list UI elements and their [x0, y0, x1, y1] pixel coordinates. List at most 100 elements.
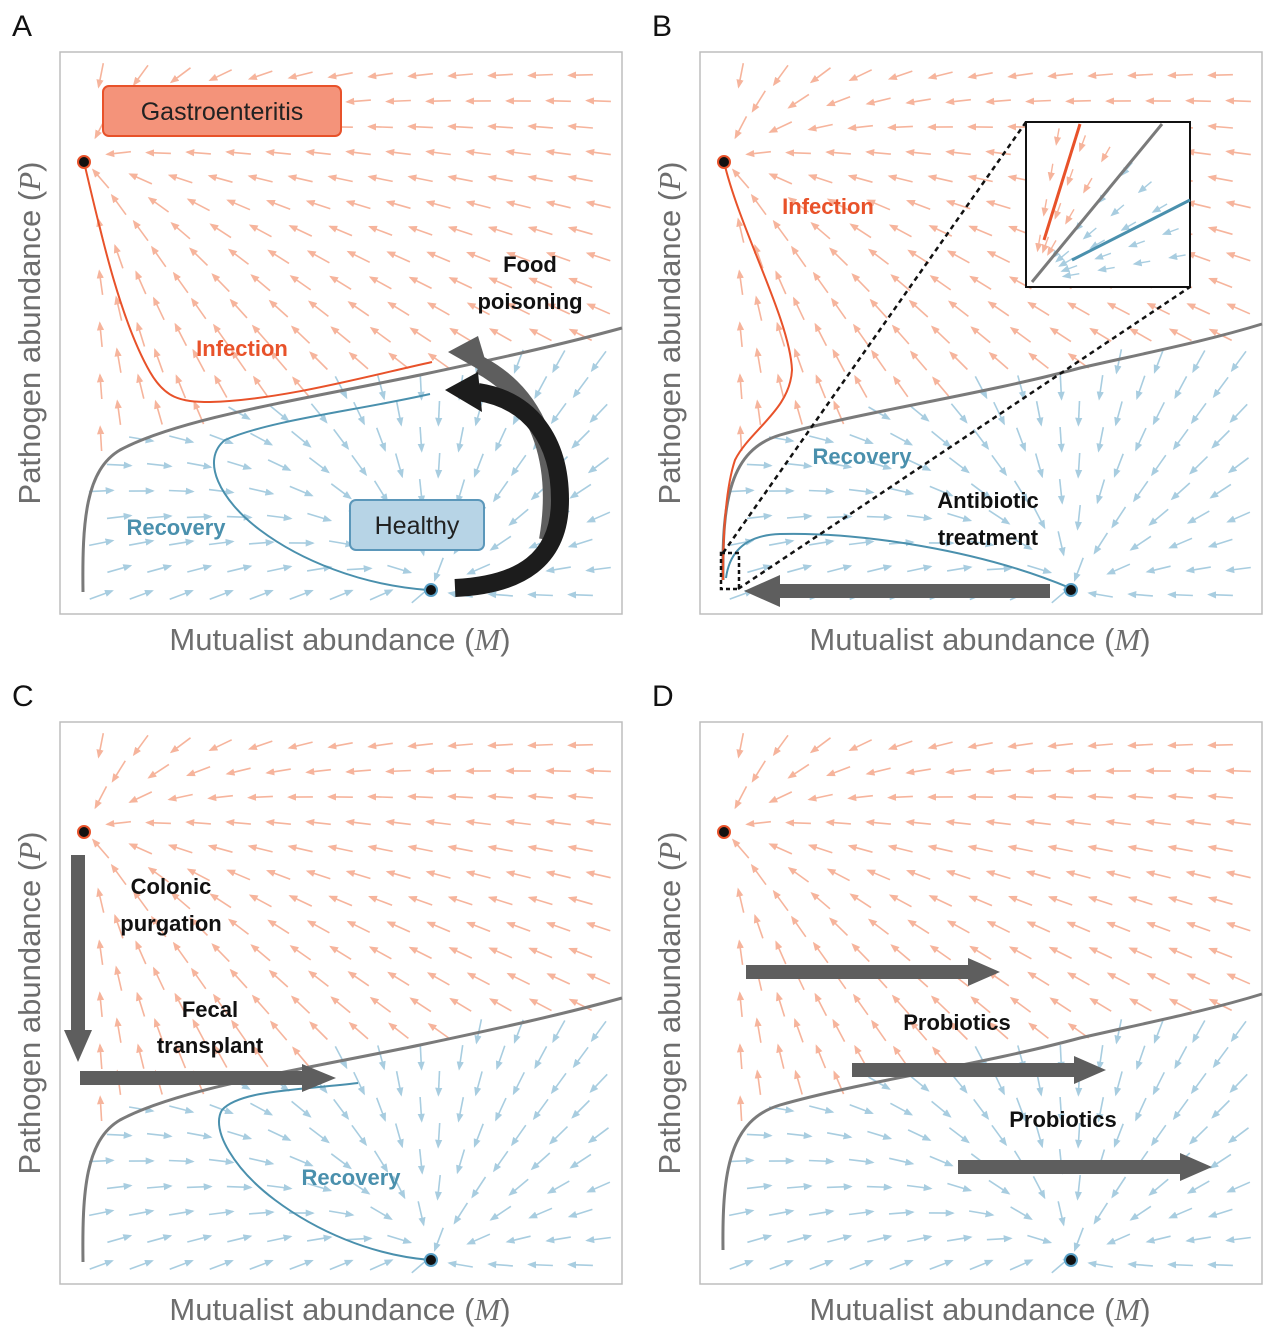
field-arrow-infection — [887, 793, 913, 801]
probiotics-arrowhead-1 — [968, 958, 1000, 986]
field-arrow-infection — [793, 1018, 804, 1043]
field-arrow-infection — [214, 374, 228, 398]
field-arrow-recovery — [168, 538, 195, 546]
field-arrow-infection — [1105, 870, 1131, 879]
field-arrow-recovery — [552, 350, 566, 374]
field-arrow-recovery — [334, 1046, 348, 1070]
field-arrow-recovery — [1207, 538, 1233, 548]
field-arrow-recovery — [1225, 1236, 1251, 1244]
field-arrow-infection — [214, 1044, 228, 1068]
field-arrow-infection — [135, 940, 147, 965]
field-arrow-infection — [947, 300, 969, 318]
healthy-fixed-point — [424, 583, 438, 597]
field-arrow-recovery — [1186, 1180, 1210, 1194]
field-arrow-infection — [1225, 922, 1251, 932]
field-arrow-infection — [907, 249, 930, 265]
field-arrow-infection — [407, 71, 433, 80]
field-arrow-recovery — [433, 1227, 444, 1252]
field-arrow-recovery — [1057, 1096, 1065, 1123]
inset-field-arrow — [1128, 240, 1146, 248]
field-arrow-recovery — [495, 1045, 506, 1071]
field-arrow-infection — [167, 174, 193, 184]
field-arrow-infection — [113, 244, 124, 269]
field-arrow-recovery — [266, 514, 293, 522]
field-arrow-infection — [1225, 252, 1251, 262]
field-arrow-infection — [465, 870, 491, 879]
field-arrow-infection — [1087, 896, 1113, 906]
infection-fixed-point — [717, 825, 731, 839]
field-arrow-recovery — [1035, 401, 1044, 427]
field-arrow-recovery — [948, 1127, 970, 1144]
field-arrow-recovery — [1168, 537, 1193, 549]
field-arrow-infection — [985, 200, 1011, 210]
field-arrow-recovery — [1057, 426, 1065, 453]
field-arrow-infection — [448, 947, 473, 959]
field-arrow-recovery — [227, 1130, 253, 1140]
field-arrow-recovery — [1075, 452, 1083, 479]
field-arrow-recovery — [1174, 1046, 1188, 1070]
field-arrow-infection — [736, 269, 744, 296]
field-arrow-recovery — [266, 1184, 293, 1192]
field-arrow-recovery — [907, 1129, 932, 1141]
field-arrow-infection — [506, 302, 531, 316]
field-arrow-infection — [225, 148, 251, 157]
field-arrow-recovery — [906, 514, 933, 522]
infection-label: Infection — [782, 194, 874, 219]
field-arrow-infection — [268, 969, 289, 988]
field-arrow-recovery — [1145, 565, 1171, 574]
inset-field-arrow — [1168, 252, 1186, 260]
field-arrow-infection — [832, 1018, 846, 1042]
field-arrow-recovery — [348, 1179, 371, 1195]
field-arrow-infection — [832, 348, 846, 372]
field-arrow-infection — [251, 324, 270, 345]
field-arrow-recovery — [1074, 505, 1082, 531]
field-arrow-recovery — [527, 591, 553, 599]
field-arrow-recovery — [1226, 511, 1251, 523]
field-arrow-recovery — [456, 1149, 466, 1175]
field-arrow-recovery — [227, 460, 253, 470]
field-arrow-infection — [1225, 870, 1251, 879]
field-arrow-infection — [970, 326, 991, 344]
field-arrow-infection — [567, 741, 593, 749]
field-arrow-infection — [447, 896, 473, 906]
field-arrow-infection — [1168, 947, 1193, 959]
field-arrow-recovery — [907, 564, 933, 573]
field-arrow-infection — [1047, 793, 1073, 801]
field-arrow-recovery — [567, 1208, 593, 1218]
field-arrow-infection — [1007, 844, 1033, 853]
field-arrow-infection — [407, 123, 433, 131]
field-arrow-infection — [1026, 921, 1051, 933]
field-arrow-infection — [546, 303, 571, 315]
field-arrow-recovery — [456, 1097, 465, 1123]
field-arrow-recovery — [867, 1234, 893, 1243]
field-arrow-infection — [751, 760, 766, 783]
field-arrow-recovery — [1192, 1020, 1206, 1044]
field-arrow-infection — [408, 276, 432, 290]
field-arrow-recovery — [1013, 480, 1029, 503]
y-axis-variable: P — [12, 172, 47, 192]
field-arrow-infection — [852, 993, 869, 1016]
field-arrow-infection — [231, 349, 247, 372]
field-arrow-recovery — [1114, 1019, 1123, 1045]
field-arrow-infection — [229, 298, 248, 319]
plot-frame — [59, 721, 623, 1285]
field-arrow-recovery — [351, 454, 368, 477]
inset-field-arrow — [1061, 271, 1080, 279]
field-arrow-infection — [945, 870, 971, 880]
field-arrow-infection — [1225, 148, 1251, 156]
field-arrow-infection — [890, 944, 911, 962]
field-arrow-infection — [105, 149, 131, 158]
field-arrow-infection — [1007, 793, 1033, 801]
field-arrow-infection — [506, 251, 531, 262]
field-arrow-infection — [153, 1018, 164, 1043]
inset-field-arrow — [1083, 177, 1093, 194]
field-arrow-recovery — [746, 1131, 773, 1139]
field-arrow-recovery — [1075, 1122, 1083, 1149]
field-arrow-recovery — [826, 1183, 853, 1191]
field-arrow-infection — [753, 244, 764, 269]
field-arrow-infection — [731, 168, 750, 189]
field-arrow-recovery — [387, 564, 413, 574]
field-arrow-infection — [949, 1021, 968, 1041]
field-arrow-infection — [387, 301, 410, 316]
field-arrow-infection — [906, 199, 931, 210]
